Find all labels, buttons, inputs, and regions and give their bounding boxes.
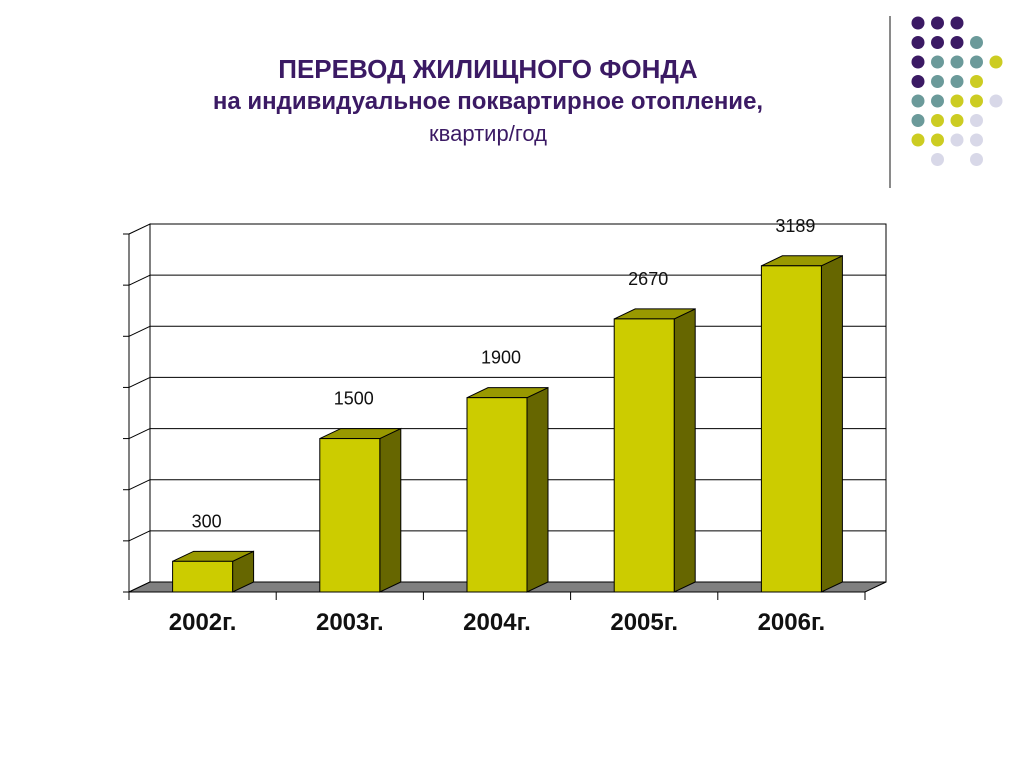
bar-side — [673, 308, 696, 593]
x-tick-label: 2004г. — [463, 609, 531, 636]
data-label: 1900 — [481, 348, 521, 368]
bar-front — [466, 397, 528, 593]
decorative-dot — [931, 55, 944, 69]
decorative-dot — [950, 133, 964, 147]
decorative-dot — [911, 55, 925, 69]
decorative-dot — [931, 16, 944, 30]
decorative-dot — [950, 16, 964, 30]
bar — [319, 427, 402, 593]
decorative-dot — [970, 114, 983, 127]
decorative-dot-grid — [911, 16, 1003, 166]
decorative-dot — [989, 55, 1003, 69]
bar-front — [760, 265, 822, 593]
chart-title: ПЕРЕВОД ЖИЛИЩНОГО ФОНДА на индивидуально… — [0, 52, 1024, 150]
decorative-dot — [911, 94, 925, 108]
x-tick-label: 2005г. — [610, 609, 678, 636]
decorative-dot — [911, 16, 925, 30]
bar-side — [526, 386, 549, 593]
title-line-1: ПЕРЕВОД ЖИЛИЩНОГО ФОНДА — [278, 54, 698, 84]
decorative-dot — [970, 153, 983, 166]
decorative-dot — [911, 75, 925, 88]
x-tick-label: 2003г. — [316, 609, 384, 636]
decorative-dot — [931, 153, 944, 166]
data-label: 2670 — [628, 269, 668, 289]
bar-side — [379, 427, 402, 593]
decorative-dot — [911, 133, 925, 147]
decorative-dot — [970, 55, 983, 69]
decorative-dot — [989, 94, 1003, 108]
decorative-dot — [950, 36, 964, 49]
bar — [613, 308, 696, 593]
bar-side — [820, 255, 843, 593]
decorative-dot — [931, 75, 944, 88]
gridline-side — [128, 325, 151, 337]
bar — [172, 550, 255, 593]
gridline-side — [128, 376, 151, 388]
data-label: 300 — [192, 511, 222, 531]
decorative-dot — [970, 94, 983, 108]
decorative-dot — [931, 114, 944, 127]
decorative-dot — [931, 133, 944, 147]
title-line-2: на индивидуальное поквартирное отопление… — [212, 88, 764, 115]
bar — [760, 255, 843, 593]
decorative-dot — [911, 114, 925, 127]
bar-front — [172, 560, 234, 593]
gridline-side — [128, 428, 151, 440]
data-label: 1500 — [334, 389, 374, 409]
decorative-dot — [950, 94, 964, 108]
gridline-side — [128, 530, 151, 542]
decorative-dot — [970, 133, 983, 147]
decorative-dot — [931, 94, 944, 108]
plot-side-wall — [128, 223, 151, 593]
decorative-dot — [950, 114, 964, 127]
decorative-dot — [931, 36, 944, 49]
decorative-dot — [950, 75, 964, 88]
bar — [466, 386, 549, 593]
bar-front — [613, 318, 675, 593]
bar-front — [319, 438, 381, 593]
decorative-divider — [889, 16, 891, 188]
decorative-dot — [970, 75, 983, 88]
gridline-side — [128, 274, 151, 286]
decorative-dot — [911, 36, 925, 49]
decorative-dot — [970, 36, 983, 49]
decorative-dot — [950, 55, 964, 69]
data-label: 3189 — [775, 216, 815, 236]
title-line-3: квартир/год — [429, 121, 547, 146]
x-tick-label: 2002г. — [169, 609, 237, 636]
x-tick-label: 2006г. — [758, 609, 826, 636]
gridline-side — [128, 479, 151, 491]
